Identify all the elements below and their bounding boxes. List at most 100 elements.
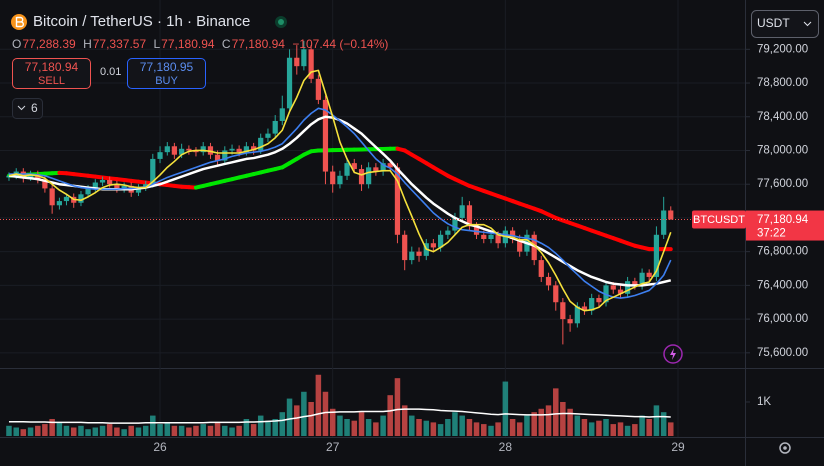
candle-body [610, 285, 616, 290]
candle-body [445, 230, 451, 235]
volume-bar [142, 425, 149, 436]
volume-bar [387, 395, 393, 436]
candle-body [466, 205, 473, 227]
candle-body [308, 49, 314, 79]
volume-bar [164, 422, 171, 436]
candle-body [272, 120, 278, 134]
volume-bar [229, 427, 235, 436]
candle-body [78, 194, 84, 203]
price-change: −107.44 (−0.14%) [292, 37, 389, 51]
y-tick-label: 79,200.00 [757, 43, 808, 55]
candle-body [409, 251, 415, 261]
moving-average [8, 107, 672, 299]
candle-body [373, 167, 379, 172]
candle-body [229, 148, 235, 151]
candle-body [315, 78, 321, 100]
volume-bar [272, 418, 278, 436]
price-tag-label: 77,180.94 [757, 214, 809, 226]
x-tick-label: 27 [326, 440, 340, 454]
volume-bar [236, 425, 242, 436]
volume-bar [27, 427, 34, 436]
sell-price: 77,180.94 [24, 60, 79, 74]
candle-body [258, 137, 264, 151]
volume-bar [459, 415, 465, 436]
volume-bar [171, 425, 178, 436]
volume-bar [6, 425, 12, 436]
countdown-label: 37:22 [757, 228, 786, 240]
volume-bar [186, 427, 192, 436]
volume-bar [581, 418, 588, 436]
x-tick-label: 28 [499, 440, 513, 454]
candle-body [279, 108, 285, 121]
candle-body [186, 148, 192, 151]
volume-bar [481, 424, 487, 436]
candle-body [200, 146, 206, 153]
volume-bar [78, 425, 84, 436]
candle-body [121, 185, 127, 190]
candle-body [150, 158, 156, 185]
candle-body [473, 226, 480, 235]
candle-body [639, 272, 645, 286]
y-tick-label: 78,400.00 [757, 111, 808, 123]
candle-body [560, 302, 566, 320]
settings-icon[interactable] [779, 442, 791, 454]
volume-bar [617, 422, 624, 436]
settings-icon-core [783, 446, 787, 450]
candle-body [193, 150, 199, 153]
candle-body [481, 234, 487, 240]
volume-bar [344, 418, 350, 436]
volume-bar [150, 415, 156, 436]
candle-body [661, 210, 667, 235]
volume-bar [214, 422, 221, 436]
volume-bar [409, 415, 415, 436]
volume-bar [56, 422, 63, 436]
volume-bar [13, 427, 19, 436]
candle-body [243, 146, 249, 153]
volume-bar [430, 422, 437, 436]
candle-body [538, 260, 544, 277]
volume-bar [567, 408, 573, 436]
candle-body [114, 184, 120, 190]
currency-dropdown[interactable] [751, 10, 819, 38]
volume-bar [135, 427, 142, 436]
indicators-count: 6 [31, 101, 38, 115]
volume-bar [106, 424, 113, 436]
indicators-toggle[interactable] [12, 98, 43, 119]
candle-body [574, 306, 580, 324]
volume-pane [6, 374, 674, 436]
volume-bar [42, 424, 48, 436]
grid [0, 0, 745, 437]
candle-body [545, 276, 552, 286]
volume-bar [250, 424, 257, 436]
volume-bar [337, 415, 343, 436]
volume-bar [128, 425, 134, 436]
candle-body [27, 174, 34, 178]
volume-bar [495, 422, 501, 436]
y-tick-label: 76,400.00 [757, 279, 808, 291]
volume-bar [178, 425, 185, 436]
candle-body [92, 182, 98, 189]
buy-button[interactable]: 77,180.95 BUY [127, 58, 206, 89]
volume-bar [445, 418, 451, 436]
candle-body [452, 217, 458, 231]
candle-body [394, 167, 401, 235]
candle-body [646, 272, 652, 277]
volume-bar [653, 405, 660, 436]
volume-bar [265, 420, 271, 436]
y-tick-label: 75,600.00 [757, 347, 808, 359]
volume-bar [596, 420, 602, 436]
volume-bar [222, 425, 228, 436]
candle-body [596, 298, 602, 303]
volume-bar [502, 381, 509, 436]
candle-body [56, 201, 63, 206]
alert-icon[interactable] [663, 344, 683, 364]
sell-button[interactable]: 77,180.94 SELL [12, 58, 91, 89]
candle-body [351, 163, 357, 170]
spread: 0.01 [100, 66, 122, 78]
volume-bar [437, 424, 444, 436]
y-tick-label: 78,800.00 [757, 77, 808, 89]
currency-label: USDT [757, 16, 790, 30]
volume-bar [49, 418, 55, 436]
volume-bar [660, 412, 667, 436]
